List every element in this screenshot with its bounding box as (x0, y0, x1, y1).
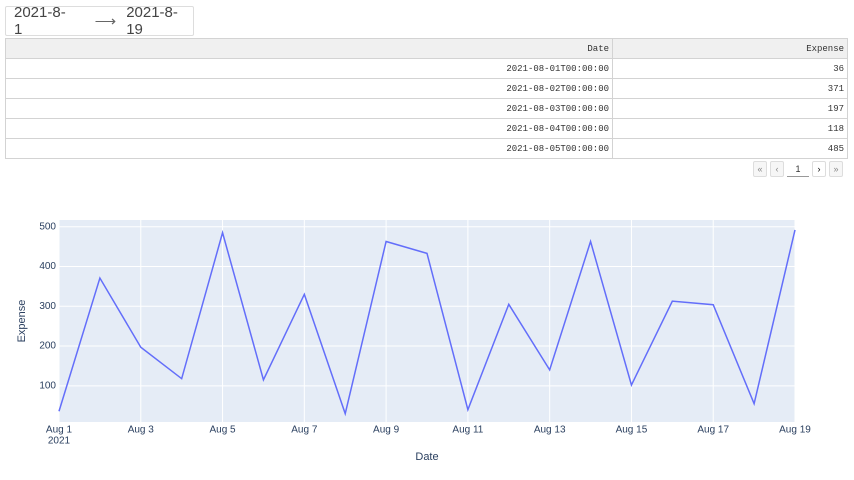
table-cell[interactable]: 485 (612, 138, 848, 159)
table-row: 2021-08-03T00:00:00 197 (5, 98, 848, 119)
column-header[interactable]: Expense (612, 38, 848, 59)
next-page-button[interactable]: › (812, 161, 826, 177)
x-tick-label: Aug 15 (616, 425, 648, 436)
x-tick-sublabel: 2021 (48, 436, 71, 447)
table-cell[interactable]: 371 (612, 78, 848, 99)
x-tick-label: Aug 13 (534, 425, 566, 436)
y-axis-title: Expense (16, 300, 28, 343)
end-date[interactable]: 2021-8-19 (126, 4, 178, 38)
y-tick-label: 400 (39, 261, 56, 272)
table-cell[interactable]: 2021-08-02T00:00:00 (5, 78, 613, 99)
x-tick-label: Aug 7 (291, 425, 318, 436)
y-tick-label: 500 (39, 221, 56, 232)
last-page-button[interactable]: » (829, 161, 843, 177)
start-date[interactable]: 2021-8-1 (14, 4, 66, 38)
x-tick-label: Aug 9 (373, 425, 400, 436)
date-range-picker: 2021-8-1 ⟶ 2021-8-19 (5, 4, 194, 38)
page-number[interactable]: 1 (787, 162, 809, 177)
table-cell[interactable]: 2021-08-04T00:00:00 (5, 118, 613, 139)
y-tick-label: 100 (39, 380, 56, 391)
y-tick-label: 300 (39, 301, 56, 312)
table-row: 2021-08-05T00:00:00 485 (5, 138, 848, 159)
table-row: 2021-08-02T00:00:00 371 (5, 78, 848, 99)
table-cell[interactable]: 2021-08-05T00:00:00 (5, 138, 613, 159)
x-tick-label: Aug 3 (128, 425, 155, 436)
header-row: Date Expense (5, 38, 848, 59)
x-tick-label: Aug 5 (209, 425, 236, 436)
table-cell[interactable]: 2021-08-01T00:00:00 (5, 58, 613, 79)
plot-background (59, 220, 795, 422)
table-cell[interactable]: 36 (612, 58, 848, 79)
table-cell[interactable]: 197 (612, 98, 848, 119)
table-row: 2021-08-01T00:00:00 36 (5, 58, 848, 79)
table-row: 2021-08-04T00:00:00 118 (5, 118, 848, 139)
pagination: « ‹ 1 › » (753, 161, 843, 177)
first-page-button[interactable]: « (753, 161, 767, 177)
table-cell[interactable]: 2021-08-03T00:00:00 (5, 98, 613, 119)
data-table: Date Expense 2021-08-01T00:00:00 36 2021-0… (5, 38, 848, 159)
x-axis-title: Date (415, 451, 438, 463)
x-tick-label: Aug 1 (46, 425, 73, 436)
data-line (58, 229, 796, 417)
column-header[interactable]: Date (5, 38, 613, 59)
x-tick-label: Aug 19 (779, 425, 811, 436)
x-tick-label: Aug 11 (452, 425, 483, 436)
arrow-icon: ⟶ (94, 13, 117, 30)
prev-page-button[interactable]: ‹ (770, 161, 784, 177)
table-cell[interactable]: 118 (612, 118, 848, 139)
x-tick-label: Aug 17 (697, 425, 729, 436)
y-tick-label: 200 (39, 341, 56, 352)
